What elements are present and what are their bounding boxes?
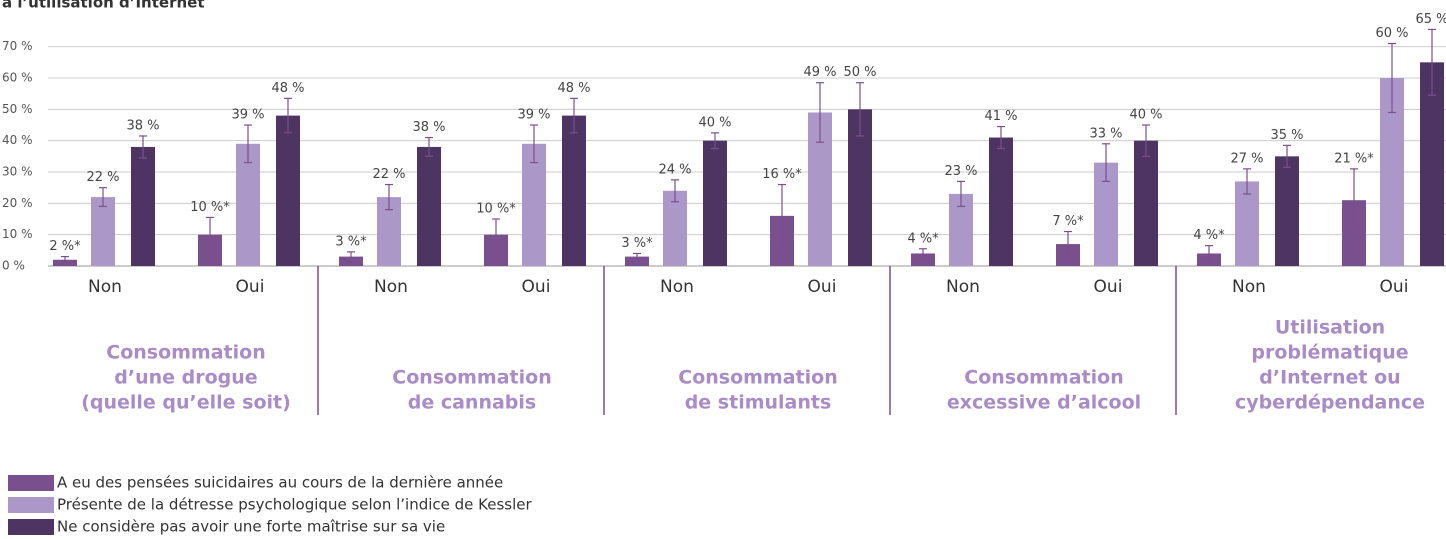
data-label: 60 % (1375, 26, 1408, 41)
bar (1235, 181, 1259, 266)
group-label: d’une drogue (114, 367, 257, 389)
data-label: 10 %* (190, 200, 230, 215)
bar (703, 140, 727, 266)
group-label: de cannabis (408, 392, 536, 414)
group-label: Consommation (678, 367, 837, 389)
bar (522, 143, 546, 266)
data-label: 10 %* (476, 202, 516, 217)
x-tick-label: Oui (808, 277, 837, 297)
x-tick-label: Non (660, 277, 694, 297)
group-label: Consommation (964, 367, 1123, 389)
legend-label: Ne considère pas avoir une forte maîtris… (57, 518, 445, 536)
bar (236, 143, 260, 266)
data-label: 50 % (843, 65, 876, 80)
data-label: 48 % (557, 81, 590, 96)
legend-swatch (8, 497, 54, 513)
bar (1275, 156, 1299, 266)
data-label: 27 % (1230, 151, 1263, 166)
group-label: Consommation (392, 367, 551, 389)
data-label: 3 %* (621, 236, 653, 251)
data-label: 38 % (412, 120, 445, 135)
legend-label: Présente de la détresse psychologique se… (57, 496, 533, 514)
x-tick-label: Oui (1380, 277, 1409, 297)
data-label: 40 % (1129, 108, 1162, 123)
legend-label: A eu des pensées suicidaires au cours de… (57, 474, 503, 492)
bar (1420, 62, 1444, 267)
data-label: 39 % (517, 108, 550, 123)
group-label: problématique (1251, 342, 1408, 364)
bar (625, 256, 649, 266)
group-label: cyberdépendance (1235, 392, 1425, 414)
y-tick-label: 50 % (2, 102, 33, 116)
bar (663, 190, 687, 266)
data-label: 33 % (1089, 126, 1122, 141)
group-label: (quelle qu’elle soit) (81, 392, 291, 414)
data-label: 23 % (944, 164, 977, 179)
y-tick-label: 0 % (2, 259, 25, 273)
data-label: 38 % (126, 118, 159, 133)
data-label: 7 %* (1052, 214, 1084, 229)
data-label: 21 %* (1334, 151, 1374, 166)
data-label: 41 % (984, 109, 1017, 124)
y-tick-label: 30 % (2, 165, 33, 179)
y-tick-label: 20 % (2, 196, 33, 210)
y-tick-label: 10 % (2, 227, 33, 241)
x-tick-label: Non (88, 277, 122, 297)
data-label: 65 % (1415, 12, 1446, 27)
bar (989, 137, 1013, 266)
data-label: 22 % (372, 167, 405, 182)
data-label: 39 % (231, 108, 264, 123)
data-label: 49 % (803, 65, 836, 80)
data-label: 3 %* (335, 234, 367, 249)
data-label: 35 % (1270, 128, 1303, 143)
data-label: 22 % (86, 170, 119, 185)
bar (911, 253, 935, 266)
data-label: 40 % (698, 115, 731, 130)
x-tick-label: Non (946, 277, 980, 297)
y-tick-label: 60 % (2, 71, 33, 85)
bar (562, 115, 586, 266)
group-label: Utilisation (1275, 317, 1385, 339)
group-label: d’Internet ou (1259, 367, 1400, 389)
x-tick-label: Non (374, 277, 408, 297)
y-tick-label: 70 % (2, 39, 33, 53)
group-label: de stimulants (685, 392, 832, 414)
data-label: 16 %* (762, 167, 802, 182)
bar (1134, 140, 1158, 266)
group-label: excessive d’alcool (947, 392, 1141, 414)
x-tick-label: Oui (236, 277, 265, 297)
x-tick-label: Oui (522, 277, 551, 297)
data-label: 4 %* (1193, 228, 1225, 243)
data-label: 48 % (271, 81, 304, 96)
chart-title: à l’utilisation d’Internet (2, 0, 205, 12)
bar (131, 146, 155, 266)
x-tick-label: Oui (1094, 277, 1123, 297)
legend-swatch (8, 475, 54, 491)
data-label: 24 % (658, 162, 691, 177)
data-label: 4 %* (907, 231, 939, 246)
bar (276, 115, 300, 266)
x-tick-label: Non (1232, 277, 1266, 297)
bar (91, 197, 115, 266)
group-label: Consommation (106, 342, 265, 364)
legend-swatch (8, 519, 54, 535)
bar (417, 146, 441, 266)
data-label: 2 %* (49, 239, 81, 254)
y-tick-label: 40 % (2, 133, 33, 147)
